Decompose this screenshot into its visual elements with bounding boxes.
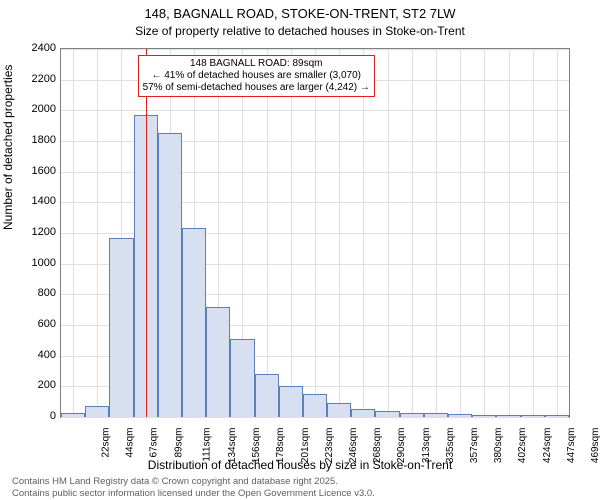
histogram-bar xyxy=(182,228,206,417)
histogram-bar xyxy=(327,403,351,417)
chart-title-line2: Size of property relative to detached ho… xyxy=(0,24,600,38)
x-tick-label: 89sqm xyxy=(173,428,184,458)
gridline-vertical xyxy=(533,49,534,417)
x-axis-label: Distribution of detached houses by size … xyxy=(0,458,600,472)
histogram-bar xyxy=(375,411,399,417)
histogram-bar xyxy=(496,415,520,417)
histogram-bar xyxy=(230,339,254,417)
y-tick-label: 2400 xyxy=(32,42,56,54)
y-tick-label: 1000 xyxy=(32,257,56,269)
y-tick-label: 2000 xyxy=(32,103,56,115)
attribution-line1: Contains HM Land Registry data © Crown c… xyxy=(12,476,338,487)
gridline-vertical xyxy=(412,49,413,417)
x-tick-label: 111sqm xyxy=(201,428,212,462)
y-tick-label: 1200 xyxy=(32,226,56,238)
gridline-vertical xyxy=(73,49,74,417)
gridline-vertical xyxy=(97,49,98,417)
gridline-vertical xyxy=(315,49,316,417)
histogram-bar xyxy=(303,394,327,417)
gridline-vertical xyxy=(388,49,389,417)
gridline-vertical xyxy=(509,49,510,417)
x-tick-label: 22sqm xyxy=(101,428,112,458)
x-tick-label: 44sqm xyxy=(125,428,136,458)
histogram-bar xyxy=(85,406,109,417)
y-axis-label: Number of detached properties xyxy=(1,65,15,230)
y-tick-label: 600 xyxy=(38,318,56,330)
callout-line: 57% of semi-detached houses are larger (… xyxy=(143,82,370,94)
attribution-line2: Contains public sector information licen… xyxy=(12,488,375,499)
y-tick-label: 800 xyxy=(38,287,56,299)
histogram-bar xyxy=(545,415,569,417)
gridline-vertical xyxy=(363,49,364,417)
histogram-bar xyxy=(521,415,545,417)
histogram-bar xyxy=(351,409,375,417)
gridline-vertical xyxy=(339,49,340,417)
histogram-bar xyxy=(472,415,496,417)
histogram-bar xyxy=(255,374,279,417)
histogram-bar xyxy=(206,307,230,417)
gridline-horizontal xyxy=(61,417,569,418)
property-size-histogram: 148, BAGNALL ROAD, STOKE-ON-TRENT, ST2 7… xyxy=(0,0,600,500)
subject-callout: 148 BAGNALL ROAD: 89sqm← 41% of detached… xyxy=(138,55,375,97)
histogram-bar xyxy=(158,133,182,417)
y-tick-label: 2200 xyxy=(32,73,56,85)
gridline-vertical xyxy=(267,49,268,417)
x-tick-label: 67sqm xyxy=(149,428,160,458)
histogram-bar xyxy=(448,414,472,417)
gridline-vertical xyxy=(557,49,558,417)
callout-line: 148 BAGNALL ROAD: 89sqm xyxy=(143,58,370,70)
callout-line: ← 41% of detached houses are smaller (3,… xyxy=(143,70,370,82)
y-tick-label: 1400 xyxy=(32,195,56,207)
y-tick-label: 0 xyxy=(50,410,56,422)
chart-title-line1: 148, BAGNALL ROAD, STOKE-ON-TRENT, ST2 7… xyxy=(0,6,600,21)
gridline-vertical xyxy=(460,49,461,417)
plot-area: 148 BAGNALL ROAD: 89sqm← 41% of detached… xyxy=(60,48,570,418)
histogram-bar xyxy=(61,413,85,417)
gridline-vertical xyxy=(436,49,437,417)
histogram-bar xyxy=(400,413,424,417)
histogram-bar xyxy=(424,413,448,417)
y-tick-label: 200 xyxy=(38,379,56,391)
histogram-bar xyxy=(279,386,303,417)
y-tick-label: 1600 xyxy=(32,165,56,177)
subject-marker-line xyxy=(146,49,147,417)
y-tick-label: 400 xyxy=(38,349,56,361)
gridline-vertical xyxy=(291,49,292,417)
histogram-bar xyxy=(109,238,133,417)
y-tick-label: 1800 xyxy=(32,134,56,146)
gridline-vertical xyxy=(484,49,485,417)
